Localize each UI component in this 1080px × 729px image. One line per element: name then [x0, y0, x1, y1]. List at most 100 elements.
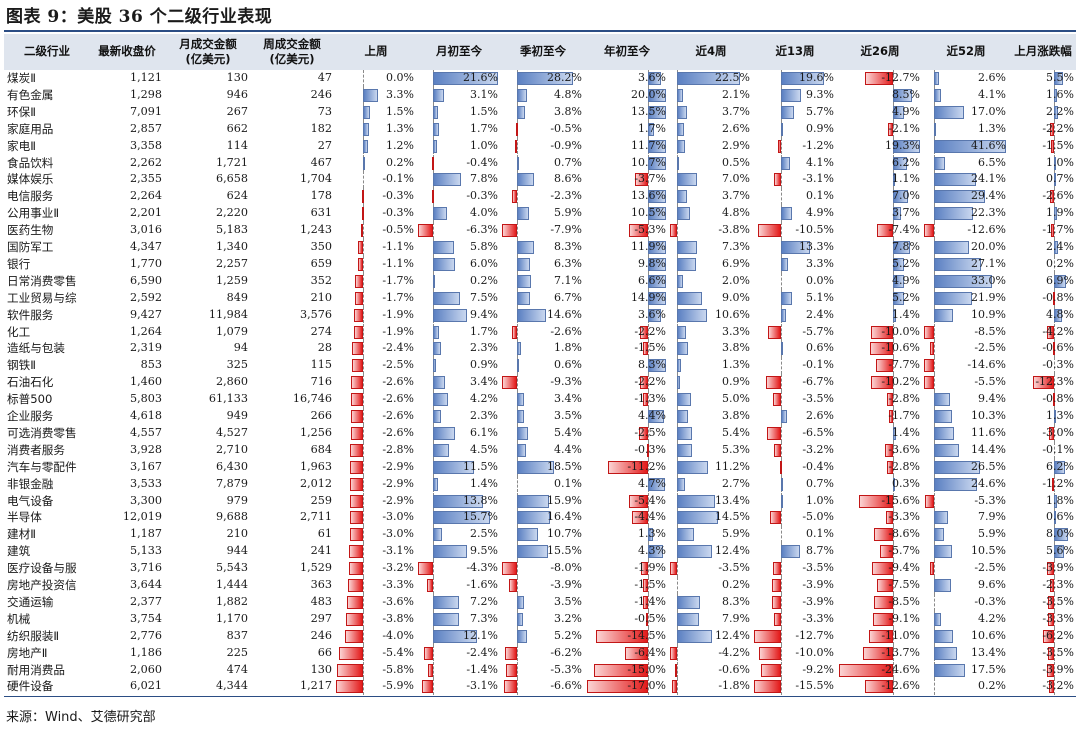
bar-value-label: 21.6%: [463, 71, 498, 84]
bar-value-label: -17.0%: [627, 679, 666, 693]
bar-value-label: 1.9%: [1046, 206, 1074, 220]
positive-bar: [677, 410, 688, 423]
table-cell: 1,882: [215, 594, 248, 608]
bar-value-label: -1.2%: [802, 138, 834, 152]
negative-bar: [643, 393, 648, 407]
bar-value-label: -2.5%: [974, 341, 1006, 355]
bar-value-label: 7.9%: [722, 611, 750, 625]
bar-axis: [1054, 137, 1055, 155]
bar-value-label: -3.9%: [802, 578, 834, 591]
positive-bar: [517, 511, 550, 525]
bar-value-label: 0.0%: [386, 71, 414, 84]
bar-value-label: 3.3%: [806, 256, 834, 270]
bar-value-label: -0.9%: [550, 138, 582, 152]
bar-axis: [1054, 678, 1055, 696]
bar-value-label: 17.5%: [971, 662, 1006, 676]
header-cell: 近52周: [946, 44, 986, 58]
bar-axis: [781, 593, 782, 611]
bar-value-label: -5.7%: [888, 544, 920, 558]
positive-bar: [433, 308, 467, 322]
positive-bar: [677, 359, 681, 373]
bar-value-label: -10.0%: [881, 324, 920, 338]
table-cell: 297: [310, 611, 332, 625]
bar-value-label: 5.2%: [892, 290, 920, 304]
positive-bar: [1054, 494, 1058, 508]
industry-name: 钢铁Ⅱ: [7, 358, 36, 373]
bar-value-label: -3.5%: [1042, 645, 1074, 659]
bar-value-label: -1.5%: [1042, 138, 1074, 152]
bar-value-label: -3.5%: [1042, 594, 1074, 608]
bar-value-label: -7.5%: [888, 578, 920, 591]
bar-value-label: 10.5%: [971, 544, 1006, 558]
industry-name: 国防军工: [7, 240, 54, 254]
negative-bar: [348, 562, 363, 576]
positive-bar: [677, 494, 715, 508]
bar-axis: [433, 678, 434, 696]
industry-name: 医疗设备与服: [7, 561, 77, 576]
bar-value-label: 6.9%: [1046, 273, 1074, 287]
bar-axis: [517, 222, 518, 239]
positive-bar: [677, 342, 688, 356]
table-row: 煤炭Ⅱ 1,121 130 47 0.0% 21.6% 28.2% 3.6% 22.5% 19.6…: [0, 70, 1080, 87]
table-cell: 1,529: [299, 561, 332, 575]
negative-bar: [889, 410, 893, 423]
bar-value-label: -2.2%: [1042, 121, 1074, 135]
positive-bar: [677, 460, 709, 474]
negative-bar: [646, 443, 649, 457]
bar-value-label: -11.0%: [881, 628, 920, 642]
negative-bar: [870, 376, 893, 390]
bar-axis: [893, 610, 894, 628]
bar-value-label: -6.7%: [802, 375, 834, 389]
bar-value-label: -3.5%: [802, 561, 834, 575]
bar-value-label: -2.5%: [634, 425, 666, 439]
table-cell: 474: [226, 662, 248, 676]
bar-axis: [517, 560, 518, 577]
bar-axis: [363, 475, 364, 493]
bar-value-label: -2.8%: [888, 392, 920, 406]
bar-value-label: 2.4%: [806, 307, 834, 321]
bar-value-label: -3.0%: [382, 510, 414, 524]
bar-value-label: -1.7%: [1042, 223, 1074, 237]
bar-value-label: 4.9%: [892, 273, 920, 287]
bar-value-label: -5.7%: [802, 324, 834, 338]
bar-value-label: 14.4%: [971, 442, 1006, 456]
bar-value-label: 6.5%: [978, 155, 1006, 169]
negative-bar: [355, 291, 363, 305]
positive-bar: [517, 494, 549, 508]
table-cell: 16,746: [292, 392, 332, 406]
bar-axis: [648, 424, 649, 442]
bar-value-label: 5.1%: [806, 290, 834, 304]
bar-value-label: 13.3%: [799, 240, 834, 253]
bar-value-label: 5.4%: [554, 425, 582, 439]
table-cell: 3,358: [129, 138, 162, 152]
bar-value-label: 3.2%: [554, 611, 582, 625]
table-cell: 94: [233, 341, 248, 355]
table-cell: 61: [317, 527, 332, 541]
bar-axis: [781, 188, 782, 206]
bar-axis: [893, 408, 894, 425]
industry-name: 耐用消费品: [7, 662, 65, 677]
negative-bar: [509, 579, 517, 592]
table-cell: 350: [310, 240, 332, 253]
positive-bar: [433, 241, 454, 254]
bar-value-label: 4.9%: [892, 104, 920, 118]
positive-bar: [433, 257, 455, 271]
bar-value-label: 0.0%: [806, 273, 834, 287]
negative-bar: [1048, 612, 1054, 626]
bar-axis: [781, 391, 782, 408]
bar-axis: [517, 323, 518, 341]
positive-bar: [648, 72, 661, 85]
negative-bar: [349, 528, 363, 542]
bar-value-label: -5.4%: [382, 645, 414, 659]
bar-axis: [648, 509, 649, 527]
positive-bar: [934, 105, 964, 119]
bar-value-label: -5.3%: [974, 493, 1006, 507]
bar-value-label: -5.9%: [382, 679, 414, 693]
positive-bar: [433, 443, 450, 457]
bar-axis: [363, 593, 364, 611]
bar-axis: [363, 441, 364, 459]
industry-name: 工业贸易与综: [7, 290, 77, 305]
bar-axis: [1054, 644, 1055, 662]
table-cell: 12,019: [122, 510, 162, 524]
bar-axis: [517, 188, 518, 206]
